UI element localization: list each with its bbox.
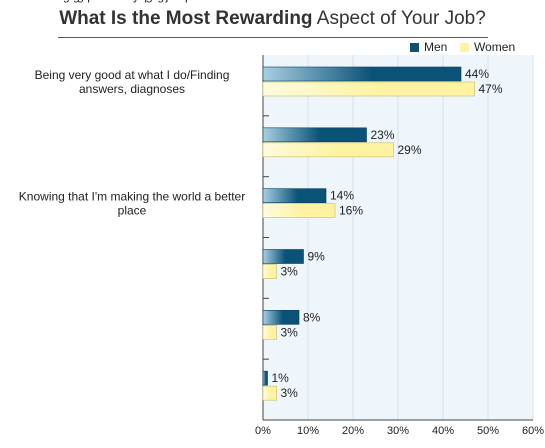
bar-men xyxy=(262,370,268,386)
bar-value-label: 8% xyxy=(303,310,321,324)
title-divider xyxy=(58,37,488,38)
bar-value-label: 47% xyxy=(479,82,503,96)
chart-title: What Is the Most Rewarding Aspect of You… xyxy=(0,8,545,30)
chart-title-regular: Aspect of Your Job? xyxy=(316,8,486,29)
bar-value-label: 29% xyxy=(398,143,422,157)
legend-label-men: Men xyxy=(424,40,448,54)
x-tick-label: 30% xyxy=(387,425,409,437)
category-label: Being proud of being a doctor xyxy=(53,0,210,3)
x-tick-label: 50% xyxy=(477,425,499,437)
legend-swatch-women xyxy=(460,42,469,52)
bar-value-label: 1% xyxy=(272,371,290,385)
x-tick-label: 60% xyxy=(522,425,544,437)
bar-women xyxy=(262,264,277,279)
legend-item-men: Men xyxy=(410,40,447,54)
bar-men xyxy=(262,127,367,143)
bar-men xyxy=(262,249,304,264)
bar-men xyxy=(262,188,327,203)
category-label-line: Being proud of being a doctor xyxy=(53,0,210,3)
category-label-line: answers, diagnoses xyxy=(79,82,185,96)
bar-men xyxy=(262,310,300,325)
x-tick-label: 40% xyxy=(432,425,454,437)
bar-value-label: 3% xyxy=(281,325,299,339)
category-label-line: Gratitude/relationships with patients xyxy=(37,0,227,3)
bar-value-label: 23% xyxy=(371,128,395,142)
bar-value-label: 3% xyxy=(281,386,299,400)
bar-value-label: 3% xyxy=(281,265,299,279)
category-label-line: Making good money at a job that I like xyxy=(31,0,233,3)
legend-label-women: Women xyxy=(474,40,516,54)
bar-value-label: 16% xyxy=(339,204,363,218)
bar-women xyxy=(262,325,277,340)
bar-women xyxy=(262,385,277,401)
bar-men xyxy=(262,66,462,82)
bar-women xyxy=(262,203,336,218)
category-label-line: Being very good at what I do/Finding xyxy=(35,68,230,82)
x-tick-label: 20% xyxy=(342,425,364,437)
x-tick-label: 10% xyxy=(297,425,319,437)
chart-title-bold: What Is the Most Rewarding xyxy=(59,8,313,29)
legend-swatch-men xyxy=(410,42,419,52)
category-label-line: Nothing xyxy=(111,0,152,3)
bar-women xyxy=(262,81,475,97)
category-label: Making good money at a job that I like xyxy=(31,0,233,3)
bar-value-label: 44% xyxy=(465,67,489,81)
bar-women xyxy=(262,142,394,158)
category-label-line: Knowing that I'm making the world a bett… xyxy=(19,190,245,204)
category-label: Knowing that I'm making the world a bett… xyxy=(19,190,245,218)
category-label: Gratitude/relationships with patients xyxy=(37,0,227,3)
category-label-line: place xyxy=(118,204,147,218)
x-tick-label: 0% xyxy=(255,425,271,437)
legend-item-women: Women xyxy=(460,40,515,54)
category-label: Nothing xyxy=(111,0,152,3)
bar-value-label: 14% xyxy=(330,189,354,203)
category-label: Being very good at what I do/Finding answ… xyxy=(35,68,230,96)
bar-value-label: 9% xyxy=(308,250,326,264)
